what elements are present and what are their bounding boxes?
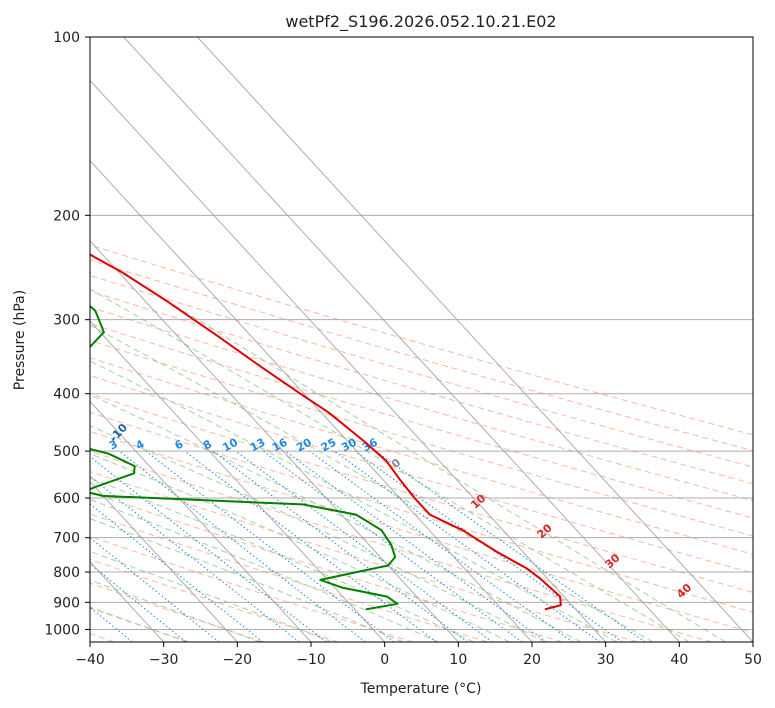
x-axis-title: Temperature (°C): [360, 681, 482, 697]
dry-adiabat-line: [90, 582, 264, 642]
isotherm-line: [123, 37, 680, 642]
dry-adiabat-line: [90, 558, 339, 642]
mixing-ratio-line: [118, 450, 366, 642]
y-tick-label: 100: [53, 30, 80, 46]
mixing-ratio-line: [263, 450, 523, 642]
isotherm-line: [90, 79, 607, 642]
mixing-ratio-label: 25: [319, 436, 339, 455]
y-tick-label: 300: [53, 313, 80, 329]
dry-adiabat-line: [90, 357, 753, 555]
x-tick-label: 0: [380, 652, 389, 668]
y-tick-label: 800: [53, 565, 80, 581]
mixing-ratio-label: 16: [270, 436, 290, 455]
mixing-ratio-line: [145, 450, 395, 642]
x-tick-label: −20: [223, 652, 253, 668]
y-tick-label: 600: [53, 491, 80, 507]
x-axis-ticks: −40 −30 −20 −10 0 10 20 30 40 50: [75, 642, 762, 668]
isotherms: [90, 37, 753, 642]
mixing-ratio-label: 10: [220, 436, 240, 455]
isotherm-line: [90, 480, 238, 642]
profiles: [90, 253, 562, 611]
isotherm-line: [90, 159, 533, 642]
isotherm-line: [197, 37, 753, 642]
mixing-ratio-line: [90, 537, 220, 642]
dry-adiabat-line: [90, 491, 563, 642]
mixing-ratio-line: [184, 450, 437, 642]
mixing-ratio-label: 36: [360, 436, 380, 455]
mixing-ratio-label: 20: [294, 436, 314, 455]
mixing-ratio-line: [309, 450, 574, 642]
x-tick-label: 10: [449, 652, 467, 668]
isotherm-line: [90, 400, 312, 642]
plot-area: -100-90-80-70-60-50-40-30-20-10 0.10.20.…: [90, 37, 753, 642]
dry-adiabat-line: [90, 244, 753, 436]
dry-adiabat-line: [90, 430, 753, 634]
x-tick-label: −40: [75, 652, 105, 668]
mixing-ratio-line: [334, 450, 601, 642]
dry-adiabat-line: [90, 259, 753, 452]
plot-frame: [89, 36, 754, 643]
dry-adiabat-line: [90, 450, 712, 642]
mixing-ratio-line: [285, 450, 547, 642]
dewpoint-profile-line: [90, 271, 399, 611]
y-axis-title: Pressure (hPa): [12, 290, 28, 390]
mixing-ratio-label: 13: [248, 436, 268, 455]
isotherm-line: [90, 240, 459, 642]
mixing-ratio-labels: 0.10.20.40.611.52346810131620253036: [107, 436, 380, 455]
x-tick-label: 40: [670, 652, 688, 668]
mixing-ratio-line: [90, 563, 187, 642]
y-tick-label: 700: [53, 531, 80, 547]
pressure-gridlines: [90, 37, 753, 630]
mixing-ratio-label: 30: [339, 436, 359, 455]
y-tick-label: 200: [53, 208, 80, 224]
chart-title: wetPf2_S196.2026.052.10.21.E02: [285, 12, 556, 32]
mixing-ratio-line: [90, 606, 133, 642]
y-tick-label: 400: [53, 387, 80, 403]
isotherm-line: [90, 320, 386, 642]
y-tick-label: 500: [53, 444, 80, 460]
dry-adiabats: [90, 244, 753, 642]
temperature-profile-line: [90, 253, 562, 611]
x-tick-label: 50: [744, 652, 762, 668]
x-tick-label: 30: [597, 652, 615, 668]
x-tick-label: −30: [149, 652, 179, 668]
mixing-ratio-lines: [90, 450, 646, 642]
dry-adiabat-line: [90, 339, 753, 537]
y-axis-ticks: 1000 900 800 700 600 500 400 300 200 100: [44, 30, 90, 638]
y-tick-label: 1000: [44, 622, 80, 638]
dry-adiabat-line: [90, 374, 753, 574]
mixing-ratio-line: [90, 503, 264, 642]
x-tick-label: 20: [523, 652, 541, 668]
y-tick-label: 900: [53, 595, 80, 611]
dry-adiabat-line: [90, 513, 488, 642]
dry-adiabat-line: [90, 471, 638, 642]
x-tick-label: −10: [296, 652, 326, 668]
mixing-ratio-line: [354, 450, 623, 642]
dry-adiabat-line: [90, 323, 753, 519]
